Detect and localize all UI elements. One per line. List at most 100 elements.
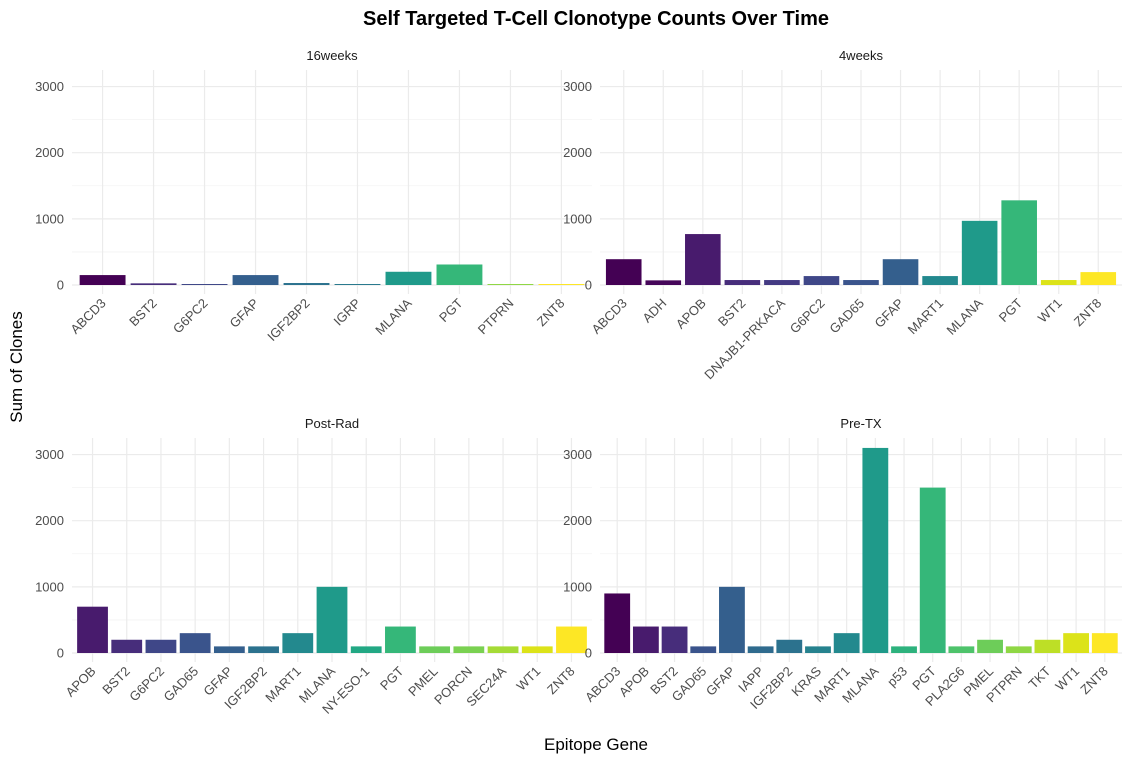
x-tick-label: ABCD3 xyxy=(582,664,623,705)
x-tick-label: GAD65 xyxy=(826,296,867,337)
bar xyxy=(776,639,803,653)
bar xyxy=(764,280,800,285)
bar xyxy=(604,593,631,653)
x-tick-label: WT1 xyxy=(1052,664,1082,694)
bar xyxy=(862,447,889,653)
bar xyxy=(805,646,831,653)
bar xyxy=(334,284,381,285)
bar xyxy=(719,586,745,653)
y-tick-label: 2000 xyxy=(563,513,592,528)
bar xyxy=(556,626,587,653)
bar xyxy=(79,275,126,285)
x-tick-label: ZNT8 xyxy=(534,296,568,330)
x-tick-label: BST2 xyxy=(126,296,160,330)
x-tick-label: GFAP xyxy=(703,664,738,699)
bar xyxy=(803,276,840,285)
x-tick-label: PTPRN xyxy=(475,296,517,338)
x-tick-label: G6PC2 xyxy=(787,296,828,337)
x-tick-label: MLANA xyxy=(943,295,986,338)
facet-strip-label: Pre-TX xyxy=(840,416,882,431)
bar xyxy=(248,646,279,653)
bar xyxy=(919,487,946,653)
x-tick-label: IGRP xyxy=(331,296,364,329)
bar xyxy=(977,639,1003,653)
bar xyxy=(538,284,585,285)
bar xyxy=(282,633,314,653)
bar xyxy=(833,633,860,653)
y-tick-label: 1000 xyxy=(563,579,592,594)
x-tick-label: G6PC2 xyxy=(170,296,211,337)
y-tick-label: 3000 xyxy=(35,79,64,94)
bar xyxy=(891,646,917,653)
y-tick-label: 0 xyxy=(57,646,64,661)
y-tick-label: 3000 xyxy=(35,447,64,462)
bar xyxy=(487,284,534,285)
x-tick-label: WT1 xyxy=(513,664,543,694)
x-tick-label: IGF2BP2 xyxy=(264,296,312,344)
bar xyxy=(948,646,975,653)
bar xyxy=(685,234,721,285)
x-tick-label: ZNT8 xyxy=(544,664,578,698)
bar xyxy=(232,275,279,285)
bar xyxy=(181,284,228,285)
x-tick-label: PGT xyxy=(996,295,1026,325)
y-tick-label: 2000 xyxy=(35,145,64,160)
chart-title: Self Targeted T-Cell Clonotype Counts Ov… xyxy=(363,8,829,30)
x-tick-label: PGT xyxy=(436,295,466,325)
y-tick-label: 2000 xyxy=(35,513,64,528)
bar xyxy=(77,606,108,653)
x-tick-label: ADH xyxy=(639,296,669,326)
facet-panel: Pre-TX0100020003000ABCD3APOBBST2GAD65GFA… xyxy=(563,416,1122,712)
bar xyxy=(922,276,958,285)
x-tick-label: GFAP xyxy=(227,296,262,331)
x-tick-label: TKT xyxy=(1026,663,1054,691)
y-tick-label: 3000 xyxy=(563,447,592,462)
y-tick-label: 1000 xyxy=(35,211,64,226)
x-tick-label: APOB xyxy=(62,664,98,700)
bar xyxy=(350,646,382,653)
x-tick-label: ABCD3 xyxy=(589,296,630,337)
bar xyxy=(385,626,416,653)
bar xyxy=(690,646,717,653)
bar xyxy=(1001,200,1037,285)
bar xyxy=(419,646,451,653)
facet-strip-label: 4weeks xyxy=(839,48,884,63)
bar xyxy=(283,283,330,285)
bar xyxy=(179,633,211,653)
facet-strip-label: Post-Rad xyxy=(305,416,359,431)
bar xyxy=(130,283,177,285)
bar xyxy=(961,220,998,285)
bar xyxy=(1040,280,1077,285)
x-axis-title: Epitope Gene xyxy=(544,735,648,754)
bar xyxy=(521,646,553,653)
y-tick-label: 0 xyxy=(57,278,64,293)
bar xyxy=(882,259,919,285)
bar xyxy=(1091,633,1118,653)
bar xyxy=(487,646,519,653)
bar xyxy=(453,646,485,653)
bar xyxy=(661,626,688,653)
y-tick-label: 1000 xyxy=(563,211,592,226)
bar xyxy=(111,639,143,653)
x-tick-label: APOB xyxy=(673,296,709,332)
bar xyxy=(1063,633,1090,653)
y-tick-label: 1000 xyxy=(35,579,64,594)
x-tick-label: BST2 xyxy=(715,296,749,330)
bar xyxy=(605,259,642,285)
bar xyxy=(645,280,682,285)
x-tick-label: ZNT8 xyxy=(1071,296,1105,330)
bar xyxy=(316,586,348,653)
bar xyxy=(724,280,761,285)
bar xyxy=(213,646,245,653)
bar xyxy=(1080,272,1117,285)
x-tick-label: GAD65 xyxy=(161,664,202,705)
bar xyxy=(145,639,177,653)
x-tick-label: ABCD3 xyxy=(67,296,108,337)
x-tick-label: ZNT8 xyxy=(1077,664,1111,698)
y-tick-label: 3000 xyxy=(563,79,592,94)
